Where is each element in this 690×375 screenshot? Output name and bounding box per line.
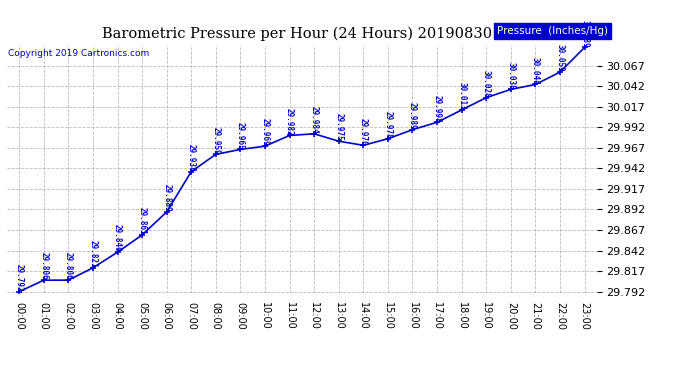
Text: 29.982: 29.982 <box>285 108 294 135</box>
Text: 29.965: 29.965 <box>236 122 245 149</box>
Text: 29.970: 29.970 <box>359 118 368 146</box>
Text: 29.938: 29.938 <box>187 144 196 172</box>
Text: 29.978: 29.978 <box>384 111 393 139</box>
Text: 30.028: 30.028 <box>482 70 491 98</box>
Pressure  (Inches/Hg) <box>89 266 97 270</box>
Text: 29.975: 29.975 <box>334 114 343 141</box>
Text: 29.969: 29.969 <box>261 118 270 146</box>
Pressure  (Inches/Hg) <box>335 139 343 144</box>
Pressure  (Inches/Hg) <box>482 95 491 100</box>
Pressure  (Inches/Hg) <box>236 147 244 152</box>
Pressure  (Inches/Hg) <box>163 210 171 214</box>
Pressure  (Inches/Hg) <box>286 133 294 138</box>
Pressure  (Inches/Hg) <box>261 144 269 148</box>
Pressure  (Inches/Hg) <box>212 152 220 157</box>
Text: 29.989: 29.989 <box>408 102 417 130</box>
Text: 29.840: 29.840 <box>113 225 122 252</box>
Pressure  (Inches/Hg) <box>457 108 466 112</box>
Text: 30.089: 30.089 <box>580 20 589 48</box>
Text: 29.861: 29.861 <box>137 207 146 235</box>
Pressure  (Inches/Hg) <box>408 128 417 132</box>
Text: Pressure  (Inches/Hg): Pressure (Inches/Hg) <box>497 26 608 36</box>
Text: Copyright 2019 Cartronics.com: Copyright 2019 Cartronics.com <box>8 49 150 58</box>
Pressure  (Inches/Hg) <box>433 120 441 124</box>
Pressure  (Inches/Hg) <box>506 87 515 92</box>
Text: 29.806: 29.806 <box>39 252 48 280</box>
Pressure  (Inches/Hg) <box>556 70 564 74</box>
Pressure  (Inches/Hg) <box>310 132 318 136</box>
Text: 29.821: 29.821 <box>88 240 97 268</box>
Text: 30.013: 30.013 <box>457 82 466 110</box>
Text: Barometric Pressure per Hour (24 Hours) 20190830: Barometric Pressure per Hour (24 Hours) … <box>101 26 492 40</box>
Pressure  (Inches/Hg) <box>187 170 195 174</box>
Text: 29.984: 29.984 <box>310 106 319 134</box>
Pressure  (Inches/Hg) <box>359 143 368 148</box>
Pressure  (Inches/Hg) <box>531 82 540 87</box>
Pressure  (Inches/Hg) <box>138 233 146 237</box>
Text: 29.889: 29.889 <box>162 184 171 212</box>
Text: 30.044: 30.044 <box>531 57 540 84</box>
Pressure  (Inches/Hg) <box>384 136 392 141</box>
Pressure  (Inches/Hg) <box>39 278 48 282</box>
Text: 29.806: 29.806 <box>64 252 73 280</box>
Text: 29.959: 29.959 <box>211 127 220 154</box>
Pressure  (Inches/Hg) <box>64 278 72 282</box>
Line: Pressure  (Inches/Hg): Pressure (Inches/Hg) <box>16 44 588 295</box>
Text: 30.059: 30.059 <box>555 44 564 72</box>
Pressure  (Inches/Hg) <box>113 250 121 255</box>
Text: 30.038: 30.038 <box>506 62 515 89</box>
Pressure  (Inches/Hg) <box>580 45 589 50</box>
Text: 29.792: 29.792 <box>14 264 23 292</box>
Pressure  (Inches/Hg) <box>15 290 23 294</box>
Text: 29.998: 29.998 <box>433 94 442 122</box>
